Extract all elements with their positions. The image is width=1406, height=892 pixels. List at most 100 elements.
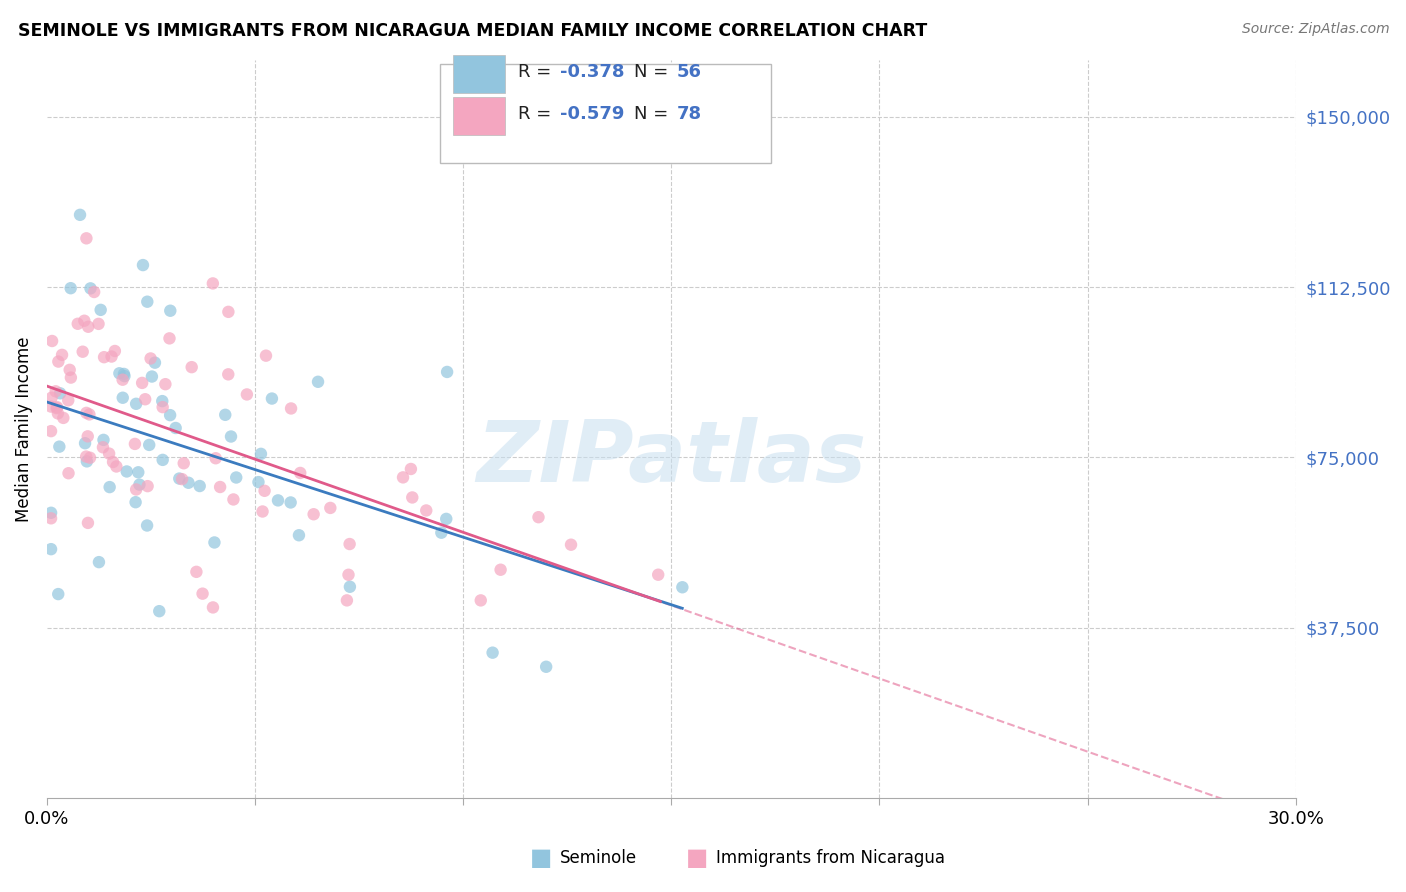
Point — [90, 302, 112, 317]
FancyBboxPatch shape — [440, 63, 772, 163]
Point — [219, 429, 242, 443]
Point — [489, 563, 512, 577]
Point — [48, 440, 70, 454]
Point — [527, 510, 550, 524]
Text: N =: N = — [634, 63, 673, 81]
Point — [148, 604, 170, 618]
Text: ZIPatlas: ZIPatlas — [477, 417, 866, 500]
Point — [41, 334, 63, 348]
Point — [128, 477, 150, 491]
Point — [302, 508, 325, 522]
Point — [470, 593, 492, 607]
Point — [87, 555, 110, 569]
Point — [139, 351, 162, 366]
Point — [260, 392, 283, 406]
Point — [481, 646, 503, 660]
Point — [124, 437, 146, 451]
Point — [204, 451, 226, 466]
Point — [152, 453, 174, 467]
Point — [252, 504, 274, 518]
Point — [104, 343, 127, 358]
Point — [134, 392, 156, 407]
Point — [46, 400, 69, 414]
Point — [45, 384, 67, 399]
Point — [136, 294, 159, 309]
Point — [254, 349, 277, 363]
Point — [415, 503, 437, 517]
Point — [115, 465, 138, 479]
Point — [39, 506, 62, 520]
Point — [290, 466, 312, 480]
Point — [188, 479, 211, 493]
Point — [430, 525, 453, 540]
Point — [72, 344, 94, 359]
Point — [236, 387, 259, 401]
Point — [141, 369, 163, 384]
Point — [392, 470, 415, 484]
Point — [112, 367, 135, 381]
Point — [138, 438, 160, 452]
Point — [280, 401, 302, 416]
Point — [100, 350, 122, 364]
Point — [87, 317, 110, 331]
Point — [79, 281, 101, 295]
Text: SEMINOLE VS IMMIGRANTS FROM NICARAGUA MEDIAN FAMILY INCOME CORRELATION CHART: SEMINOLE VS IMMIGRANTS FROM NICARAGUA ME… — [18, 22, 928, 40]
Point — [73, 314, 96, 328]
Point — [105, 459, 128, 474]
Point — [159, 331, 181, 345]
Point — [191, 587, 214, 601]
Point — [204, 535, 226, 549]
Text: 78: 78 — [676, 105, 702, 123]
Point — [48, 354, 70, 368]
Point — [647, 567, 669, 582]
Point — [339, 580, 361, 594]
Point — [319, 500, 342, 515]
Point — [39, 511, 62, 525]
Point — [79, 408, 101, 422]
Point — [83, 285, 105, 299]
Point — [75, 450, 97, 464]
Text: Source: ZipAtlas.com: Source: ZipAtlas.com — [1241, 22, 1389, 37]
Point — [114, 369, 136, 384]
Point — [136, 518, 159, 533]
Point — [93, 350, 115, 364]
Point — [46, 587, 69, 601]
Text: -0.579: -0.579 — [560, 105, 624, 123]
Point — [75, 231, 97, 245]
Point — [170, 472, 193, 486]
Point — [98, 447, 121, 461]
Point — [125, 483, 148, 497]
Point — [143, 356, 166, 370]
Point — [336, 593, 359, 607]
Point — [59, 281, 82, 295]
Point — [247, 475, 270, 489]
Point — [217, 368, 239, 382]
Point — [98, 480, 121, 494]
Point — [165, 421, 187, 435]
FancyBboxPatch shape — [453, 97, 505, 136]
Point — [159, 303, 181, 318]
FancyBboxPatch shape — [453, 54, 505, 93]
Point — [177, 475, 200, 490]
Text: Immigrants from Nicaragua: Immigrants from Nicaragua — [716, 849, 945, 867]
Point — [101, 455, 124, 469]
Point — [399, 462, 422, 476]
Point — [401, 491, 423, 505]
Point — [59, 370, 82, 384]
Point — [59, 363, 82, 377]
Point — [339, 537, 361, 551]
Point — [250, 447, 273, 461]
Point — [560, 538, 582, 552]
Point — [225, 470, 247, 484]
Point — [111, 373, 134, 387]
Point — [127, 465, 149, 479]
Point — [52, 410, 75, 425]
Text: ■: ■ — [686, 847, 709, 870]
Text: R =: R = — [517, 105, 557, 123]
Point — [159, 408, 181, 422]
Point — [253, 483, 276, 498]
Point — [93, 433, 115, 447]
Text: ■: ■ — [530, 847, 553, 870]
Point — [671, 580, 693, 594]
Point — [201, 600, 224, 615]
